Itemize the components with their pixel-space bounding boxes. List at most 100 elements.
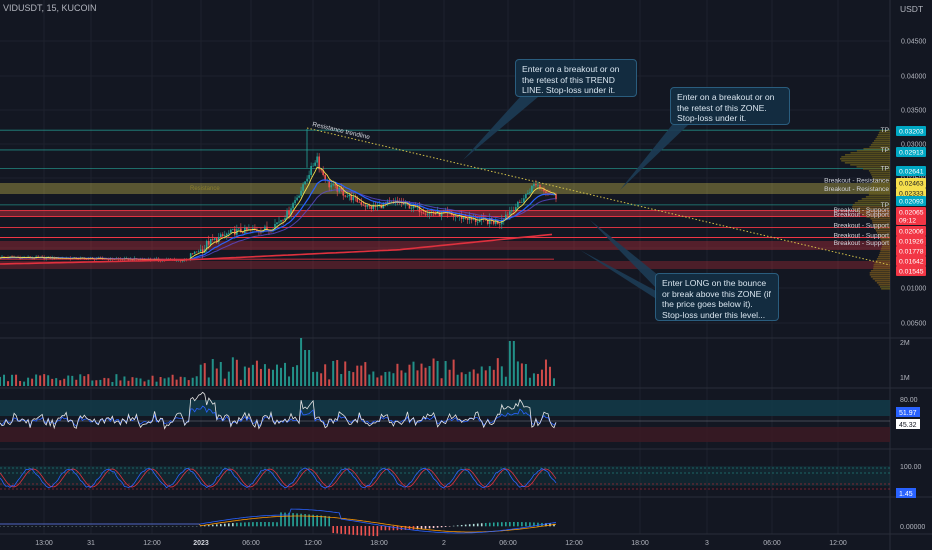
stoch-tag-bg	[896, 488, 916, 498]
candle-body	[181, 260, 184, 262]
volume-bar	[296, 365, 299, 386]
candle-body	[238, 228, 240, 230]
macd-histogram-bar	[304, 514, 306, 527]
volume-profile-bar	[871, 174, 890, 176]
time-tick: 18:00	[631, 540, 649, 547]
volume-profile-bar	[876, 282, 890, 284]
price-axis[interactable]: 0.045000.040000.035000.030000.025000.020…	[896, 39, 926, 499]
volume-profile-bar	[874, 228, 890, 230]
volume-bar	[191, 377, 194, 386]
time-tick: 12:00	[829, 540, 847, 547]
price-tick: 0.01000	[901, 286, 926, 293]
time-axis[interactable]: 13:00 31 12:00 2023 06:00 12:00 18:00 2 06:00 12:…	[35, 540, 847, 547]
volume-bar	[456, 374, 459, 386]
level-label: Breakout - Resistance	[824, 186, 889, 193]
volume-profile-bar	[873, 266, 890, 268]
volume-profile-bar	[841, 160, 890, 162]
volume-bar	[400, 370, 403, 386]
time-tick: 13:00	[35, 540, 53, 547]
price-tag-bg	[896, 207, 926, 217]
volume-bar	[368, 374, 371, 386]
time-tick: 2	[442, 540, 446, 547]
candle-body	[278, 221, 280, 223]
volume-profile-bar	[854, 202, 890, 204]
volume-bar	[235, 359, 238, 386]
volume-profile-bar	[879, 130, 890, 132]
level-label: Breakout - Support	[834, 212, 890, 219]
candle-body	[404, 202, 407, 205]
volume-bar	[27, 377, 30, 386]
volume-bar	[424, 367, 427, 386]
candle-body	[474, 218, 477, 222]
macd-histogram-bar	[336, 526, 339, 534]
volume-profile-bar	[872, 278, 890, 280]
volume-profile-bar	[872, 180, 890, 182]
volume-profile-bar	[879, 286, 890, 288]
price-tag-bg	[896, 147, 926, 157]
volume-bar	[412, 361, 415, 386]
volume-bar	[31, 378, 34, 386]
symbol-title[interactable]: VIDUSDT, 15, KUCOIN	[3, 3, 97, 13]
candle-body	[298, 195, 300, 198]
volume-profile-bar	[878, 234, 890, 236]
price-tag-bg	[896, 236, 926, 246]
candle-body	[350, 194, 353, 201]
candle-body	[555, 194, 557, 200]
rsi-tick-80: 80.00	[900, 397, 918, 404]
price-tag-bg	[896, 226, 926, 236]
candle-body	[509, 211, 511, 215]
candle-body	[523, 198, 525, 203]
volume-bar	[119, 380, 122, 386]
rsi-tag: 51.97	[899, 410, 917, 417]
price-tag: 0.02333	[899, 191, 924, 198]
stoch-tag: 1.45	[899, 491, 913, 498]
volume-bar	[63, 378, 66, 386]
candle-body	[189, 253, 192, 260]
support-zone-1	[0, 211, 890, 217]
candle-body	[234, 228, 236, 235]
volume-profile-bar	[872, 222, 890, 224]
candle-body	[213, 238, 216, 240]
candle-body	[533, 184, 535, 186]
price-tag: 09:12	[899, 218, 916, 225]
candle-body	[452, 215, 455, 217]
zone-callout[interactable]: Enter on a breakout or on the retest of …	[670, 87, 790, 125]
volume-bar	[243, 366, 246, 386]
candle-body	[420, 212, 423, 213]
macd-histogram-bar	[276, 522, 278, 527]
trendline-callout[interactable]: Enter on a breakout or on the retest of …	[515, 59, 637, 97]
volume-bar	[408, 364, 411, 386]
volume-profile-bar	[852, 204, 890, 206]
volume-bar	[55, 378, 58, 386]
macd-histogram-bar	[296, 513, 298, 527]
volume-profile-bar	[882, 242, 890, 244]
candle-body	[458, 215, 461, 217]
candle-body	[302, 184, 304, 191]
macd-histogram-bar	[380, 526, 383, 531]
volume-bar	[183, 377, 186, 386]
volume-bar	[488, 366, 491, 386]
volume-bar	[312, 371, 315, 386]
volume-bar	[267, 368, 270, 386]
macd-histogram-bar	[376, 526, 379, 537]
macd-histogram-bar	[224, 523, 226, 527]
price-tag: 0.01545	[899, 269, 924, 276]
volume-bar	[528, 377, 531, 386]
candle-body	[390, 201, 393, 203]
price-tag-bg	[896, 246, 926, 256]
candle-body	[3, 256, 5, 258]
volume-profile-bar	[879, 236, 890, 238]
support-callout[interactable]: Enter LONG on the bounce or break above …	[655, 273, 779, 321]
volume-profile-bar	[878, 254, 890, 256]
volume-bar	[143, 381, 146, 386]
volume-profile-bar	[870, 172, 890, 174]
candle-body	[503, 219, 505, 220]
price-tick: 0.00500	[901, 321, 926, 328]
candle-body	[358, 202, 361, 203]
volume-profile-bar	[858, 212, 890, 214]
candle-body	[292, 203, 294, 209]
candle-body	[197, 251, 200, 253]
candle-body	[211, 239, 214, 240]
moving-averages	[0, 166, 557, 265]
